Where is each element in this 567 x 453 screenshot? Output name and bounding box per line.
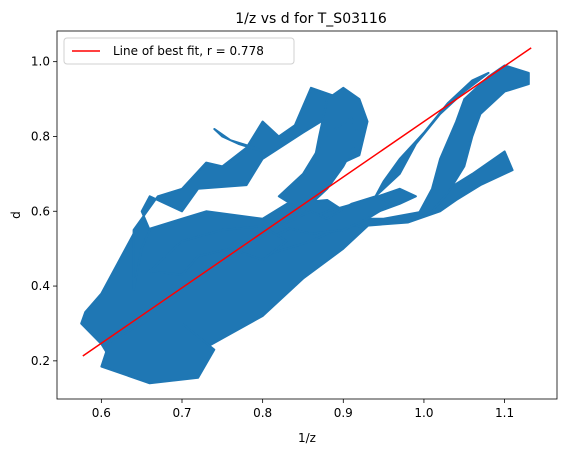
chart-title: 1/z vs d for T_S03116 [235, 11, 387, 27]
x-axis: 0.6 0.7 0.8 0.9 1.0 1.1 [92, 399, 514, 420]
best-fit-line [82, 47, 532, 357]
scatter-point-cluster [374, 71, 490, 198]
x-tick-label: 1.1 [495, 406, 514, 420]
scatter-point-cluster [414, 64, 530, 220]
x-tick-label: 0.9 [334, 406, 353, 420]
axes-frame [56, 30, 558, 400]
y-tick-label: 0.6 [31, 204, 50, 218]
y-axis: 0.2 0.4 0.6 0.8 1.0 [31, 55, 57, 368]
x-tick-label: 0.7 [172, 406, 191, 420]
x-tick-label: 0.8 [253, 406, 272, 420]
scatter-point-cluster [100, 322, 216, 385]
y-tick-label: 0.8 [31, 129, 50, 143]
legend: Line of best fit, r = 0.778 [63, 37, 295, 65]
scatter-point-cluster [277, 116, 361, 213]
x-axis-label: 1/z [298, 431, 316, 445]
x-tick-label: 0.6 [92, 406, 111, 420]
fit-line-layer [82, 47, 532, 357]
y-tick-label: 1.0 [31, 55, 50, 69]
legend-label-fit-line: Line of best fit, r = 0.778 [113, 44, 264, 58]
scatter-points [80, 64, 530, 385]
y-tick-label: 0.2 [31, 354, 50, 368]
y-tick-label: 0.4 [31, 279, 50, 293]
legend-box [63, 37, 295, 65]
scatter-point-cluster [277, 195, 393, 235]
scatter-point-cluster [213, 128, 264, 153]
plot-area [56, 30, 558, 400]
x-tick-label: 1.0 [414, 406, 433, 420]
y-axis-label: d [9, 211, 23, 219]
scatter-point-cluster [148, 225, 288, 276]
